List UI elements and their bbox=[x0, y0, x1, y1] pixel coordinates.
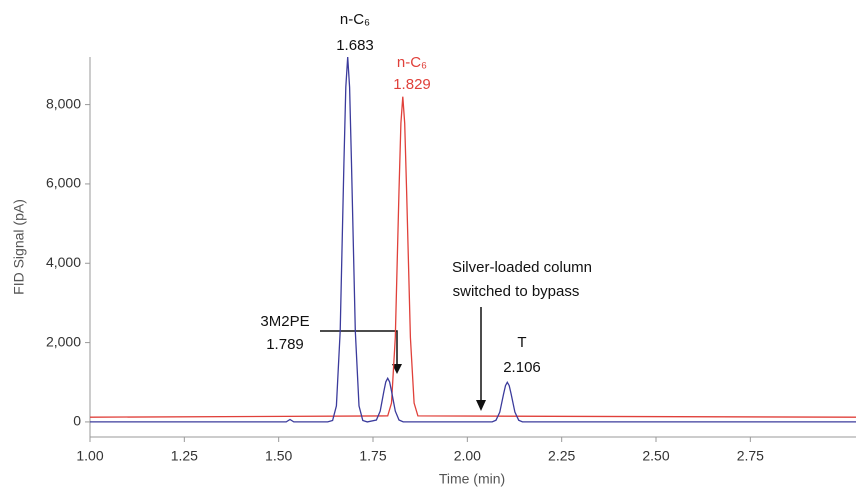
x-axis-label: Time (min) bbox=[439, 471, 505, 487]
arrow-head bbox=[392, 364, 402, 374]
x-tick-label: 2.50 bbox=[642, 448, 669, 464]
x-tick-label: 1.25 bbox=[171, 448, 198, 464]
annotation-arrow bbox=[320, 330, 398, 366]
annotation: n-C₆ bbox=[340, 11, 370, 28]
annotation: Silver-loaded column bbox=[452, 259, 592, 276]
annotation: 1.829 bbox=[393, 76, 431, 93]
trace bbox=[90, 56, 856, 423]
annotation: switched to bypass bbox=[453, 283, 580, 300]
x-tick-label: 2.25 bbox=[548, 448, 575, 464]
y-tick-label: 8,000 bbox=[46, 95, 81, 111]
x-tick-label: 2.00 bbox=[454, 448, 481, 464]
annotation: T bbox=[517, 334, 526, 351]
y-axis-label: FID Signal (pA) bbox=[11, 199, 27, 295]
x-tick-label: 1.00 bbox=[76, 448, 103, 464]
x-tick-label: 1.75 bbox=[359, 448, 386, 464]
annotation: 3M2PE bbox=[260, 313, 309, 330]
arrow-head bbox=[476, 400, 486, 411]
y-tick-label: 0 bbox=[73, 413, 81, 429]
annotation: 1.789 bbox=[266, 336, 304, 353]
y-tick-label: 2,000 bbox=[46, 333, 81, 349]
annotation: n-C₆ bbox=[397, 54, 427, 71]
x-tick-label: 2.75 bbox=[737, 448, 764, 464]
trace bbox=[89, 96, 857, 418]
annotation: 1.683 bbox=[336, 37, 374, 54]
x-tick-label: 1.50 bbox=[265, 448, 292, 464]
annotation: 2.106 bbox=[503, 359, 541, 376]
y-tick-label: 4,000 bbox=[46, 254, 81, 270]
y-tick-label: 6,000 bbox=[46, 175, 81, 191]
